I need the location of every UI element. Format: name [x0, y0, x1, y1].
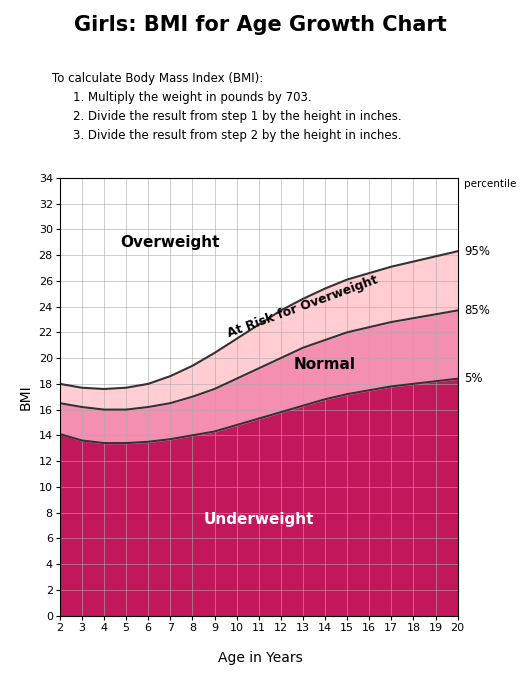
Text: At Risk for Overweight: At Risk for Overweight	[226, 273, 380, 340]
Text: Underweight: Underweight	[203, 512, 314, 527]
Y-axis label: BMI: BMI	[19, 384, 33, 410]
Text: 95%: 95%	[464, 245, 490, 258]
Text: Overweight: Overweight	[121, 235, 220, 250]
Text: 1. Multiply the weight in pounds by 703.: 1. Multiply the weight in pounds by 703.	[73, 91, 311, 104]
Text: 85%: 85%	[464, 304, 490, 317]
Text: To calculate Body Mass Index (BMI):: To calculate Body Mass Index (BMI):	[52, 72, 263, 85]
Text: percentile: percentile	[464, 179, 516, 189]
Text: 2. Divide the result from step 1 by the height in inches.: 2. Divide the result from step 1 by the …	[73, 110, 401, 123]
Text: Age in Years: Age in Years	[218, 651, 302, 665]
Text: 3. Divide the result from step 2 by the height in inches.: 3. Divide the result from step 2 by the …	[73, 129, 401, 142]
Text: Normal: Normal	[294, 357, 356, 372]
Text: Girls: BMI for Age Growth Chart: Girls: BMI for Age Growth Chart	[74, 15, 446, 35]
Text: 5%: 5%	[464, 372, 483, 385]
